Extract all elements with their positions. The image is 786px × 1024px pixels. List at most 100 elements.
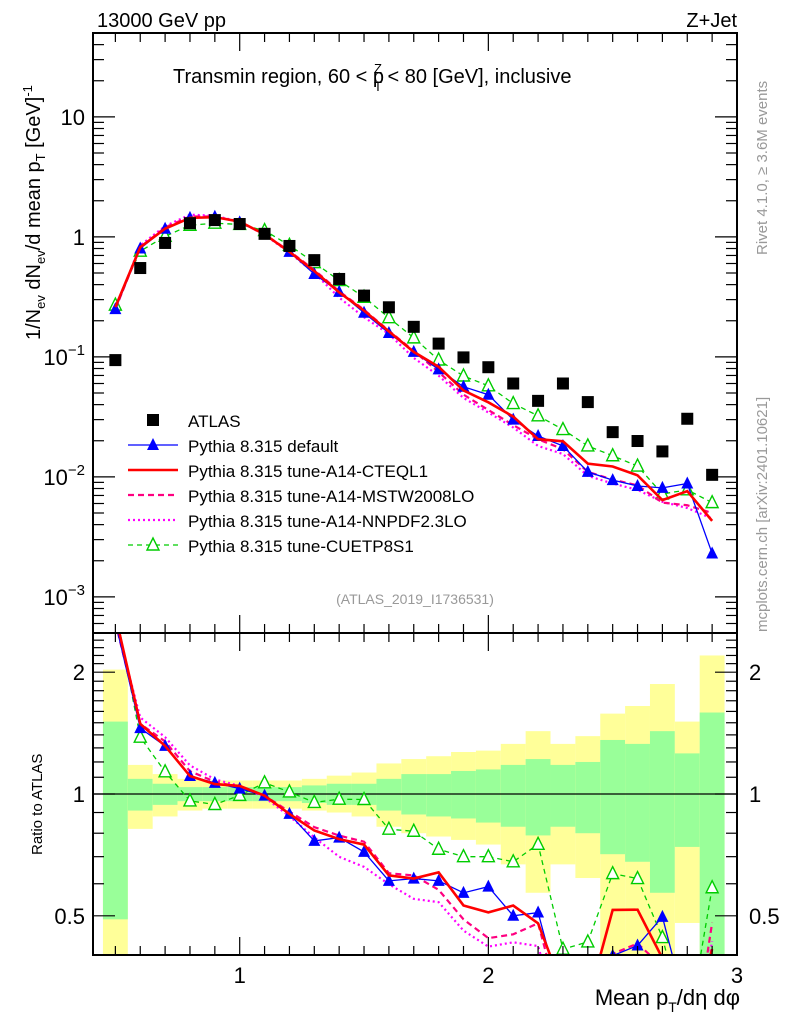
point-pythia-8-315-default: [308, 267, 321, 280]
ratio-point-pythia-8-315-tune-cuetp8s1: [157, 763, 173, 778]
point-pythia-8-315-default: [706, 546, 719, 559]
legend-marker: [145, 536, 161, 551]
point-atlas: [482, 361, 495, 374]
ratio-point-pythia-8-315-tune-cuetp8s1: [605, 865, 620, 880]
analysis-id-annotation: (ATLAS_2019_I1736531): [336, 591, 494, 607]
main-y-axis-label: 1/Nev dNev/d mean pT [GeV]-1: [20, 85, 48, 340]
x-axis-label: Mean pT/dη dφ: [595, 985, 740, 1015]
point-atlas: [109, 354, 122, 367]
ratio-point-pythia-8-315-default: [308, 833, 321, 846]
point-pythia-8-315-default: [681, 476, 694, 489]
axes-group: 1 2 3 10 1 10−1 10−2 10−3 2 2 1 1 0.5 0.5: [43, 32, 780, 988]
stat-uncertainty-band: [699, 712, 725, 955]
plot-title: Transmin region, 60 < pZ T < 80 [GeV], in…: [173, 61, 572, 94]
point-pythia-8-315-default: [631, 478, 644, 491]
point-atlas: [183, 217, 196, 230]
title-sub: T: [374, 79, 382, 94]
point-atlas: [208, 214, 221, 227]
ratio-point-pythia-8-315-default: [631, 938, 644, 951]
ratio-point-pythia-8-315-default: [482, 879, 495, 892]
ratio-point-pythia-8-315-tune-cuetp8s1: [133, 728, 148, 743]
ratio-point-pythia-8-315-default: [532, 905, 545, 918]
legend-item-pythia-8-315-tune-cuetp8s1: Pythia 8.315 tune-CUETP8S1: [128, 536, 414, 556]
point-pythia-8-315-tune-cuetp8s1: [456, 367, 471, 382]
point-atlas: [358, 289, 371, 302]
legend-marker: [147, 414, 159, 426]
stat-uncertainty-band: [102, 721, 128, 920]
ratio-point-pythia-8-315-tune-cuetp8s1: [530, 835, 546, 850]
ratio-point-pythia-8-315-tune-cuetp8s1: [282, 783, 297, 798]
ratio-point-pythia-8-315-tune-cuetp8s1: [109, 602, 121, 614]
title-text-end: < 80 [GeV], inclusive: [382, 66, 572, 88]
stat-uncertainty-band: [475, 769, 501, 823]
ratio-point-pythia-8-315-tune-cuetp8s1: [207, 795, 222, 811]
ratio-point-pythia-8-315-tune-cuetp8s1: [232, 786, 247, 802]
stat-uncertainty-band: [127, 778, 153, 811]
ratio-point-pythia-8-315-tune-cuetp8s1: [356, 790, 372, 806]
point-atlas: [308, 254, 321, 267]
y-tick-label: 10−3: [43, 582, 85, 610]
stat-uncertainty-band: [500, 764, 526, 827]
stat-uncertainty-band: [600, 739, 626, 855]
ratio-point-pythia-8-315-tune-cuetp8s1: [481, 848, 496, 863]
ratio-point-pythia-8-315-tune-cuetp8s1: [655, 929, 670, 944]
ratio-point-pythia-8-315-tune-cuetp8s1: [580, 933, 595, 948]
point-pythia-8-315-tune-cuetp8s1: [630, 457, 645, 472]
point-atlas: [532, 394, 545, 407]
legend-label: Pythia 8.315 tune-CUETP8S1: [188, 537, 414, 556]
ratio-y-tick-label-right: 1: [749, 782, 761, 807]
x-tick-label: 3: [731, 963, 743, 988]
point-pythia-8-315-tune-cuetp8s1: [580, 437, 595, 452]
point-atlas: [606, 426, 619, 439]
ratio-point-pythia-8-315-default: [134, 721, 147, 734]
title-text: Transmin region, 60 < p: [173, 66, 384, 88]
ratio-point-pythia-8-315-default: [457, 885, 470, 898]
stat-uncertainty-band: [649, 731, 675, 893]
x-tick-label: 1: [234, 963, 246, 988]
point-atlas: [656, 445, 669, 458]
ratio-y-tick-label-left: 0.5: [54, 904, 85, 929]
point-atlas: [631, 435, 644, 448]
point-atlas: [283, 239, 296, 252]
point-pythia-8-315-default: [581, 464, 594, 477]
stat-uncertainty-band: [426, 774, 452, 817]
point-pythia-8-315-tune-cuetp8s1: [705, 494, 720, 509]
ratio-y-tick-label-right: 2: [749, 660, 761, 685]
ratio-series-group: [109, 602, 720, 1010]
point-pythia-8-315-tune-cuetp8s1: [406, 329, 421, 344]
point-atlas: [706, 468, 719, 481]
point-atlas: [333, 272, 346, 285]
ratio-point-pythia-8-315-tune-cuetp8s1: [307, 793, 322, 809]
point-pythia-8-315-tune-cuetp8s1: [381, 309, 397, 324]
ratio-y-tick-label-right: 0.5: [749, 904, 780, 929]
ratio-point-pythia-8-315-default: [358, 844, 371, 857]
legend-label: ATLAS: [188, 412, 241, 431]
legend-marker: [147, 438, 159, 450]
point-pythia-8-315-tune-cuetp8s1: [555, 420, 571, 436]
point-pythia-8-315-tune-cuetp8s1: [530, 407, 546, 422]
ratio-point-pythia-8-315-default: [233, 781, 246, 794]
stat-uncertainty-band: [376, 778, 402, 811]
point-atlas: [382, 301, 395, 314]
ratio-point-pythia-8-315-default: [432, 873, 445, 886]
ratio-point-pythia-8-315-tune-cuetp8s1: [332, 790, 347, 805]
point-atlas: [581, 396, 594, 409]
ratio-y-axis-label: Ratio to ATLAS: [29, 754, 46, 855]
point-atlas: [134, 262, 147, 275]
point-atlas: [258, 227, 271, 240]
point-pythia-8-315-tune-cuetp8s1: [605, 447, 620, 462]
ratio-y-tick-label-left: 1: [73, 782, 85, 807]
header-process-label: Z+Jet: [686, 10, 737, 32]
ratio-point-pythia-8-315-tune-cuetp8s1: [506, 853, 521, 868]
legend-item-pythia-8-315-default: Pythia 8.315 default: [128, 437, 339, 456]
legend-label: Pythia 8.315 tune-A14-MSTW2008LO: [188, 487, 474, 506]
title-sup: Z: [374, 61, 382, 76]
ratio-point-pythia-8-315-tune-cuetp8s1: [257, 774, 272, 789]
point-atlas: [556, 377, 569, 390]
ratio-point-pythia-8-315-default: [557, 998, 569, 1010]
ratio-point-pythia-8-315-tune-cuetp8s1: [406, 822, 421, 837]
y-tick-label: 1: [73, 225, 85, 250]
ratio-point-pythia-8-315-tune-cuetp8s1: [182, 792, 198, 807]
ratio-line-pythia-8-315-tune-a14-cteql1: [118, 633, 714, 955]
